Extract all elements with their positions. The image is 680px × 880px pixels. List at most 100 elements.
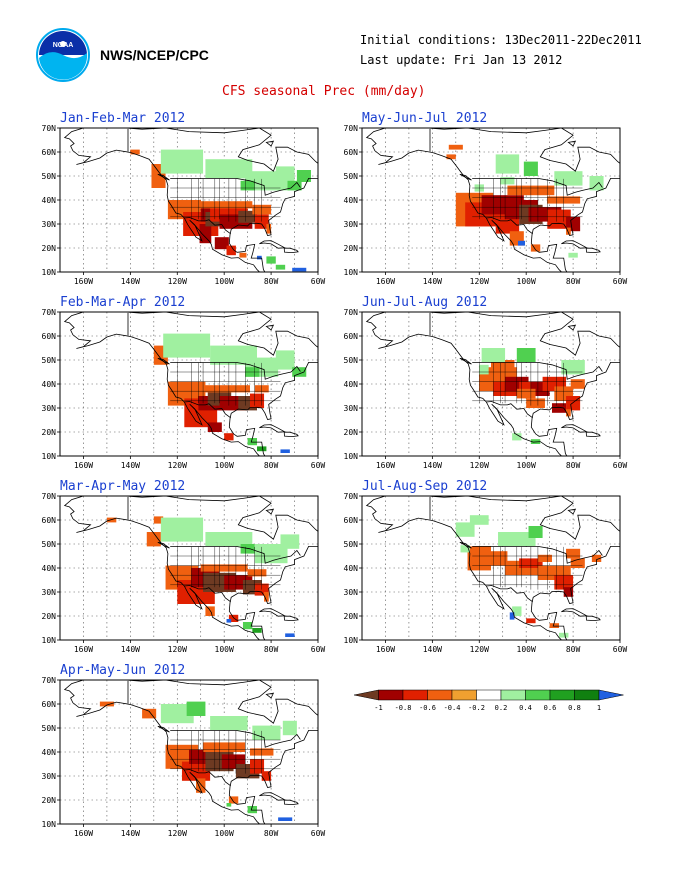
legend-tick-label: 1: [597, 704, 601, 712]
cuba-outline: [561, 240, 589, 249]
lon-tick-label: 60W: [311, 645, 326, 654]
hispaniola-outline: [283, 431, 299, 438]
precip-anomaly-patch: [264, 592, 269, 602]
us-canada-border: [170, 362, 301, 380]
lon-tick-label: 140W: [121, 461, 140, 470]
lon-tick-label: 60W: [311, 829, 326, 838]
precip-anomaly-patch: [292, 267, 307, 272]
legend-tick-label: -1: [374, 704, 382, 712]
precip-anomaly-patch: [287, 180, 302, 191]
precip-anomaly-patch: [566, 396, 581, 411]
precip-anomaly-patch: [537, 554, 552, 562]
lon-tick-label: 100W: [215, 277, 234, 286]
precip-anomaly-patch: [460, 545, 470, 553]
lat-tick-label: 60N: [42, 332, 57, 341]
lon-tick-label: 160W: [376, 277, 395, 286]
precip-anomaly-patch: [282, 720, 297, 736]
legend-tick-label: 0.2: [495, 704, 508, 712]
us-mexico-border: [486, 585, 533, 603]
map-area: [60, 496, 318, 640]
map-area: [362, 496, 620, 640]
lon-tick-label: 120W: [168, 645, 187, 654]
precip-anomaly-patch: [292, 367, 307, 377]
continent-outline: [365, 496, 620, 640]
legend-swatch: [500, 689, 526, 701]
cuba-outline: [259, 608, 287, 617]
precip-anomaly-patch: [226, 619, 232, 623]
precip-anomaly-patch: [455, 522, 475, 537]
precip-anomaly-patch: [491, 360, 515, 370]
lat-tick-label: 20N: [42, 612, 57, 621]
us-mexico-border: [184, 401, 231, 419]
precip-anomaly-patch: [479, 364, 489, 375]
us-canada-border: [170, 730, 301, 748]
precip-anomaly-patch: [549, 623, 560, 628]
precip-anomaly-patch: [280, 449, 290, 453]
precip-anomaly-patch: [203, 742, 246, 752]
legend-tick-label: -0.2: [468, 704, 485, 712]
precip-anomaly-patch: [559, 632, 569, 638]
legend-swatch: [402, 689, 428, 701]
precip-anomaly-patch: [516, 388, 536, 399]
lon-tick-label: 100W: [215, 461, 234, 470]
precip-anomaly-patch: [153, 516, 164, 524]
precip-anomaly-patch: [563, 587, 574, 597]
lat-tick-label: 10N: [344, 268, 359, 277]
legend-swatch: [549, 689, 575, 701]
lon-tick-label: 60W: [311, 461, 326, 470]
legend-tick-label: -0.4: [444, 704, 461, 712]
lat-tick-label: 10N: [42, 268, 57, 277]
precip-anomaly-patch: [196, 201, 253, 209]
lat-tick-label: 30N: [344, 404, 359, 413]
precip-anomaly-patch: [528, 526, 543, 538]
lon-tick-label: 160W: [74, 461, 93, 470]
legend-swatch: [427, 689, 453, 701]
us-canada-border: [170, 178, 301, 196]
us-mexico-border: [184, 217, 231, 235]
lon-tick-label: 100W: [215, 829, 234, 838]
lat-tick-label: 40N: [42, 748, 57, 757]
map-area: [60, 312, 318, 456]
precip-anomaly-patch: [517, 240, 526, 246]
greenland-outline: [590, 109, 680, 152]
precip-anomaly-patch: [249, 759, 265, 774]
cuba-outline: [561, 608, 589, 617]
precip-anomaly-patch: [252, 725, 281, 740]
precip-anomaly-patch: [512, 606, 522, 616]
lon-tick-label: 120W: [168, 829, 187, 838]
precip-anomaly-patch: [566, 227, 571, 235]
legend-swatch: [525, 689, 551, 701]
panel-title: Jul-Aug-Sep 2012: [362, 479, 488, 494]
lat-tick-label: 10N: [42, 636, 57, 645]
precip-anomaly-patch: [512, 433, 522, 441]
legend-swatch: [353, 689, 379, 701]
lat-tick-label: 60N: [344, 148, 359, 157]
precip-anomaly-patch: [551, 403, 567, 413]
precip-anomaly-patch: [200, 564, 248, 572]
lon-tick-label: 60W: [311, 277, 326, 286]
precip-anomaly-patch: [207, 422, 222, 432]
lat-tick-label: 60N: [344, 516, 359, 525]
lon-tick-label: 140W: [121, 277, 140, 286]
lon-tick-label: 100W: [517, 645, 536, 654]
map-panel-jja: 70N 60N 50N 40N 30N 20N 10N 160W 140W 120W 100W 80W…: [344, 308, 628, 470]
precip-anomaly-patch: [589, 176, 604, 191]
island-outline: [459, 357, 472, 365]
lon-tick-label: 80W: [264, 277, 279, 286]
lon-tick-label: 80W: [566, 277, 581, 286]
precip-anomaly-patch: [106, 517, 117, 523]
precip-anomaly-patch: [285, 633, 295, 637]
hispaniola-outline: [283, 615, 299, 622]
lon-tick-label: 60W: [613, 645, 628, 654]
panel-title: Mar-Apr-May 2012: [60, 479, 186, 494]
lon-tick-label: 120W: [168, 277, 187, 286]
lon-tick-label: 100W: [215, 645, 234, 654]
precip-anomaly-patch: [568, 252, 578, 258]
map-panel-fma: 70N 60N 50N 40N 30N 20N 10N 160W 140W 120W 100W 80W…: [42, 308, 326, 470]
lat-tick-label: 20N: [344, 428, 359, 437]
island-outline: [157, 173, 170, 181]
precip-anomaly-patch: [196, 778, 206, 793]
lat-tick-label: 40N: [344, 196, 359, 205]
precip-anomaly-patch: [205, 159, 253, 179]
panel-title: May-Jun-Jul 2012: [362, 111, 488, 126]
